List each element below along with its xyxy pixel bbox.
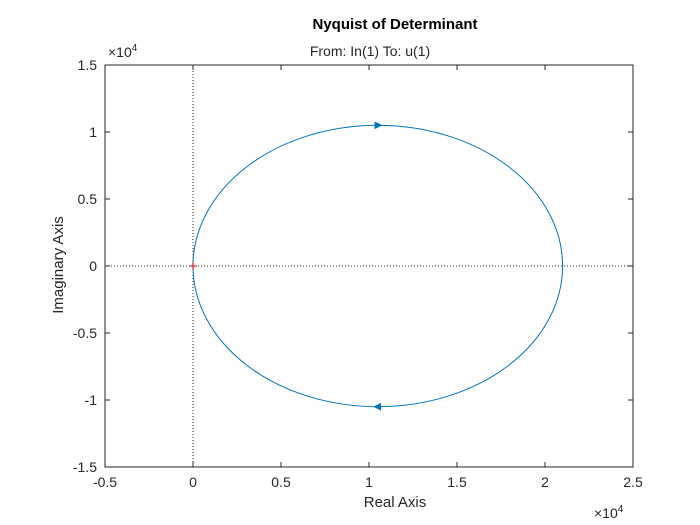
x-exponent-label: ×104 (594, 504, 624, 521)
chart-title: Nyquist of Determinant (312, 16, 477, 33)
x-tick-label: 2 (541, 474, 549, 490)
direction-arrow-0 (374, 121, 383, 130)
x-tick-label: 1.5 (447, 474, 467, 490)
x-tick-label: 0 (189, 474, 197, 490)
y-axis-label: Imaginary Axis (50, 216, 67, 314)
x-tick-label: 2.5 (623, 474, 643, 490)
direction-arrow-1 (373, 402, 382, 411)
y-tick-label: 1.5 (78, 57, 98, 73)
y-tick-label: 0 (89, 258, 97, 274)
y-tick-label: -1 (85, 392, 98, 408)
tick-marks (104, 64, 634, 468)
y-tick-label: 1 (89, 124, 97, 140)
x-axis-label: Real Axis (364, 494, 427, 511)
tick-labels: -0.5 0 0.5 1 1.5 2 2.5 -1.5 -1 -0.5 0 0.5 1 1.5 (73, 57, 643, 490)
x-tick-label: 1 (365, 474, 373, 490)
y-tick-label: -0.5 (73, 325, 97, 341)
x-tick-label: 0.5 (271, 474, 291, 490)
y-exponent-label: ×104 (108, 43, 138, 60)
x-tick-label: -0.5 (93, 474, 117, 490)
y-tick-label: 0.5 (78, 191, 98, 207)
chart-subtitle: From: In(1) To: u(1) (310, 43, 430, 59)
y-tick-label: -1.5 (73, 459, 97, 475)
nyquist-curve-group (189, 121, 564, 411)
